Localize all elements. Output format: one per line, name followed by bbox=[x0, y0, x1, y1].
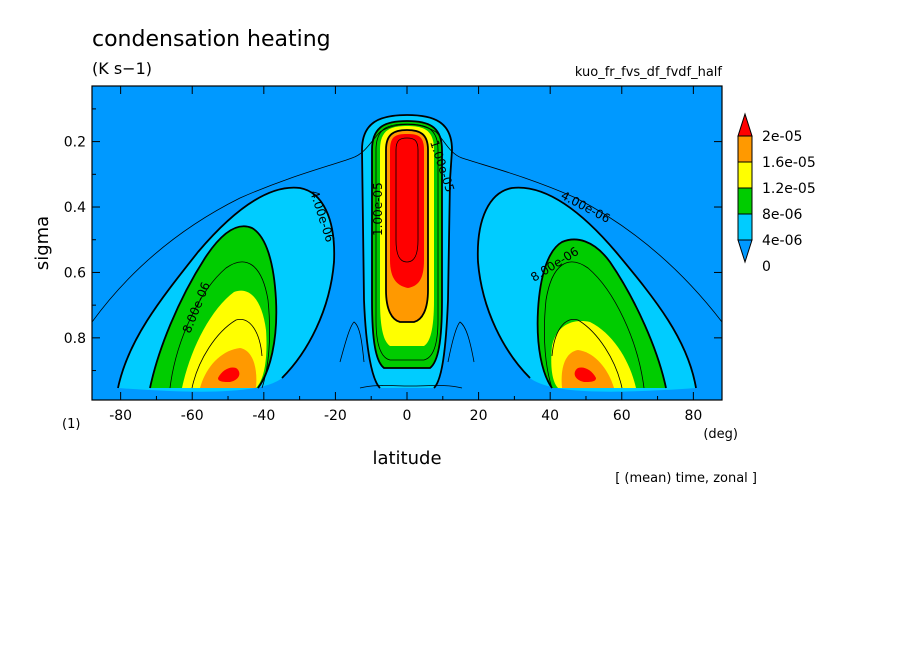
x-tick-label-8: 80 bbox=[684, 408, 702, 424]
y-tick-label-3: 0.8 bbox=[64, 331, 86, 347]
run-name: kuo_fr_fvs_df_fvdf_half bbox=[575, 65, 723, 80]
contour-lines-thick bbox=[117, 114, 697, 389]
contour-fill-2e-05-south bbox=[218, 367, 240, 382]
x-tick-label-0: -80 bbox=[109, 408, 132, 424]
contour-fill-1.6e-05-south bbox=[200, 348, 257, 388]
contour-field: 4.00e-06 8.00e-06 4.00e-06 8.00e-06 1.00… bbox=[92, 86, 722, 400]
contour-fill-1.6e-05-north bbox=[561, 350, 614, 388]
colorbar-label-2: 1.2e-05 bbox=[762, 181, 816, 197]
x-axis-label: latitude bbox=[372, 448, 441, 469]
colorbar-label-1: 1.6e-05 bbox=[762, 155, 816, 171]
colorbar: 2e-05 1.6e-05 1.2e-05 8e-06 4e-06 0 bbox=[737, 112, 816, 275]
x-tick-label-6: 40 bbox=[541, 408, 559, 424]
contour-fill-2e-05-equator bbox=[390, 134, 424, 288]
averaging-note: [ (mean) time, zonal ] bbox=[615, 471, 757, 486]
x-tick-label-7: 60 bbox=[613, 408, 631, 424]
x-axis: -80 -60 -40 -20 0 20 40 60 80 bbox=[109, 86, 702, 424]
contour-label-equator-1e-05: 1.00e-05 bbox=[371, 182, 385, 236]
x-tick-label-4: 0 bbox=[403, 408, 412, 424]
y-axis-label: sigma bbox=[32, 216, 53, 270]
y-tick-label-0: 0.2 bbox=[64, 135, 86, 151]
colorbar-segment-1 bbox=[737, 161, 753, 189]
colorbar-label-0: 2e-05 bbox=[762, 129, 802, 145]
y-tick-label-2: 0.6 bbox=[64, 265, 86, 281]
colorbar-extend-min bbox=[737, 239, 753, 264]
x-tick-label-3: -20 bbox=[324, 408, 347, 424]
colorbar-extend-max bbox=[737, 112, 753, 137]
units-label: (K s−1) bbox=[92, 59, 152, 78]
contour-fill-2e-05-north bbox=[574, 367, 596, 382]
y-tick-label-1: 0.4 bbox=[64, 200, 86, 216]
chart-title: condensation heating bbox=[92, 27, 331, 52]
y-axis: 0.2 0.4 0.6 0.8 bbox=[64, 108, 722, 372]
x-tick-label-5: 20 bbox=[470, 408, 488, 424]
colorbar-segment-0 bbox=[737, 135, 753, 163]
x-tick-label-2: -40 bbox=[252, 408, 275, 424]
colorbar-segment-2 bbox=[737, 187, 753, 215]
x-tick-label-1: -60 bbox=[181, 408, 204, 424]
panel-label: (1) bbox=[62, 417, 80, 432]
colorbar-label-5: 0 bbox=[762, 259, 771, 275]
colorbar-label-3: 8e-06 bbox=[762, 207, 802, 223]
contour-lines-thin bbox=[92, 123, 722, 389]
colorbar-label-4: 4e-06 bbox=[762, 233, 802, 249]
colorbar-segment-3 bbox=[737, 213, 753, 241]
x-axis-units: (deg) bbox=[703, 427, 738, 442]
